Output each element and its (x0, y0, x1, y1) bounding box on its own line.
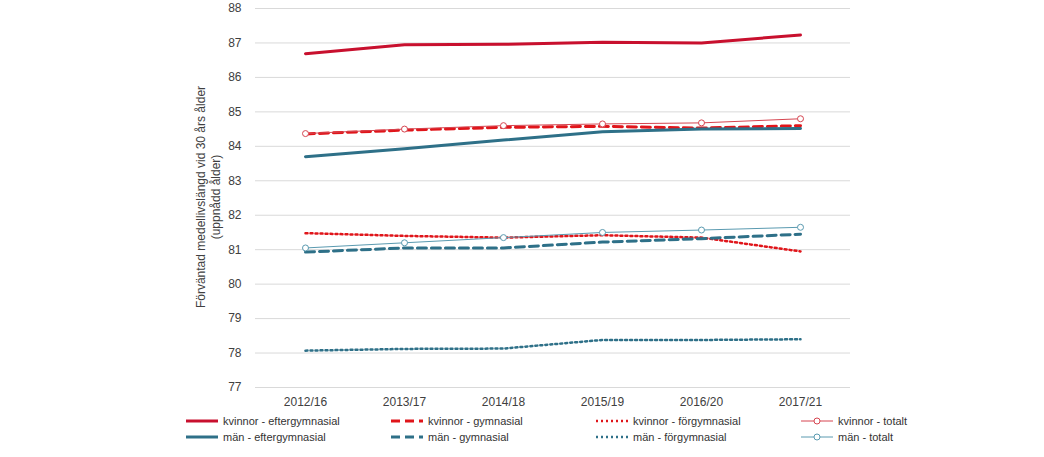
svg-text:84: 84 (228, 139, 242, 153)
svg-text:85: 85 (228, 105, 242, 119)
html-text:män - totalt: män - totalt (838, 431, 893, 443)
svg-text:83: 83 (228, 174, 242, 188)
svg-text:79: 79 (228, 311, 242, 325)
svg-text:87: 87 (228, 36, 242, 50)
html-text:kvinnor - gymnasial: kvinnor - gymnasial (428, 415, 523, 427)
svg-text:77: 77 (228, 380, 242, 394)
html-text:män - förgymnasial: män - förgymnasial (633, 431, 727, 443)
html-text:kvinnor - eftergymnasial: kvinnor - eftergymnasial (223, 415, 340, 427)
svg-text:2017/21: 2017/21 (779, 395, 823, 409)
html-text:kvinnor - förgymnasial: kvinnor - förgymnasial (633, 415, 741, 427)
svg-text:Förväntad medellivslängd vid 3: Förväntad medellivslängd vid 30 års ålde… (194, 86, 223, 308)
svg-text:78: 78 (228, 346, 242, 360)
html-text:män - gymnasial: män - gymnasial (428, 431, 509, 443)
svg-text:82: 82 (228, 208, 242, 222)
html-text:kvinnor - totalt: kvinnor - totalt (838, 415, 908, 427)
svg-text:2013/17: 2013/17 (383, 395, 427, 409)
svg-text:86: 86 (228, 70, 242, 84)
svg-text:2012/16: 2012/16 (284, 395, 328, 409)
svg-text:80: 80 (228, 277, 242, 291)
svg-text:2015/19: 2015/19 (581, 395, 625, 409)
svg-text:88: 88 (228, 1, 242, 15)
html-text:män - eftergymnasial: män - eftergymnasial (223, 431, 326, 443)
svg-text:2014/18: 2014/18 (482, 395, 526, 409)
svg-text:81: 81 (228, 243, 242, 257)
svg-text:2016/20: 2016/20 (680, 395, 724, 409)
